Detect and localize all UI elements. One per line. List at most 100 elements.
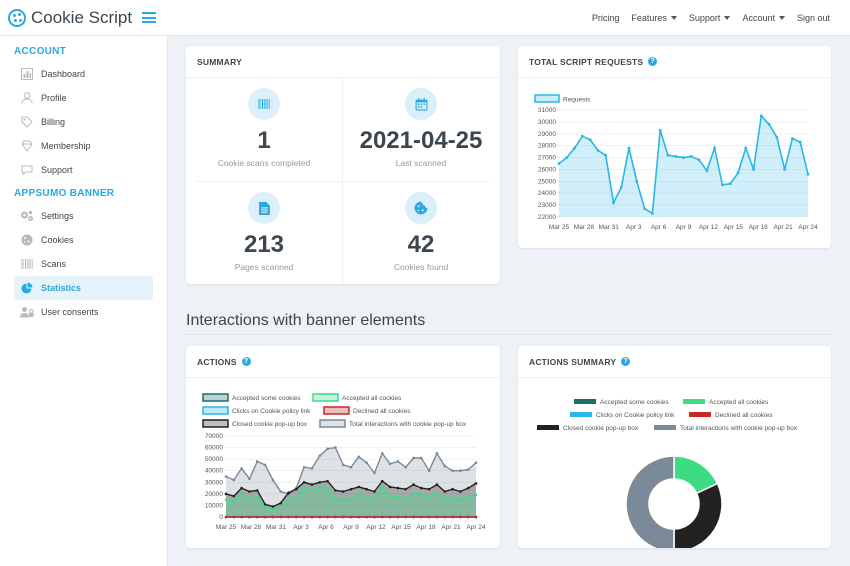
sidebar-item-scans[interactable]: Scans <box>14 252 153 276</box>
series-point <box>287 497 290 500</box>
requests-point <box>565 156 569 159</box>
sidebar-item-billing[interactable]: Billing <box>14 110 153 134</box>
series-point <box>224 498 228 501</box>
series-point <box>412 483 415 486</box>
help-icon[interactable]: ? <box>241 357 251 366</box>
series-point <box>248 477 251 481</box>
y-tick-label: 25000 <box>538 178 556 185</box>
nav-features[interactable]: Features <box>631 13 677 23</box>
series-point <box>466 468 470 471</box>
series-point <box>373 497 376 500</box>
help-icon[interactable]: ? <box>621 357 631 366</box>
series-point <box>388 485 392 489</box>
sidebar-item-profile[interactable]: Profile <box>14 86 153 110</box>
series-point <box>334 515 337 519</box>
series-point <box>451 487 454 491</box>
barcode-icon <box>248 88 280 120</box>
series-point <box>380 452 384 455</box>
x-tick-label: Apr 21 <box>441 524 461 531</box>
sidebar-item-support[interactable]: Support <box>14 158 153 182</box>
series-point <box>373 471 376 475</box>
menu-toggle-icon[interactable] <box>142 12 157 23</box>
y-tick-label: 29000 <box>538 131 556 138</box>
sidebar-item-cookies[interactable]: Cookies <box>14 228 153 252</box>
legend-swatch <box>202 419 229 428</box>
series-point <box>396 486 400 490</box>
series-point <box>459 469 462 473</box>
series-point <box>466 494 470 498</box>
x-tick-label: Apr 3 <box>293 524 309 531</box>
requests-point <box>791 137 794 140</box>
y-tick-label: 23000 <box>538 202 556 209</box>
summary-value: 42 <box>407 231 435 258</box>
series-point <box>427 469 431 473</box>
dashboard-icon <box>20 67 34 81</box>
requests-chart: 31000 30000 29000 28000 27000 26000 25000 24000… <box>534 94 818 231</box>
series-point <box>427 494 431 498</box>
series-point <box>420 515 423 519</box>
legend-label: Clicks on Cookie policy link <box>596 412 675 419</box>
series-point <box>271 478 275 482</box>
x-tick-label: Apr 6 <box>651 224 667 231</box>
requests-point <box>666 153 670 157</box>
actions-summary-title-text: ACTIONS SUMMARY <box>529 356 617 367</box>
series-point <box>404 497 407 500</box>
y-tick-label: 31000 <box>538 107 556 114</box>
series-point <box>459 515 462 519</box>
actions-summary-title: ACTIONS SUMMARY? <box>518 346 831 378</box>
series-point <box>255 460 259 463</box>
series-point <box>443 497 447 500</box>
summary-cookies-found: 42 Cookies found <box>343 182 499 284</box>
series-point <box>279 501 282 505</box>
series-point <box>349 497 353 500</box>
x-tick-label: Apr 9 <box>343 524 359 531</box>
requests-point <box>674 154 678 158</box>
actions-title-text: ACTIONS <box>197 356 237 367</box>
nav-support[interactable]: Support <box>689 13 731 23</box>
series-point <box>357 485 361 489</box>
sidebar-item-membership[interactable]: Membership <box>14 134 153 158</box>
series-point <box>349 487 353 491</box>
sidebar-item-statistics[interactable]: Statistics <box>14 276 153 300</box>
series-point <box>474 482 478 485</box>
nav-pricing[interactable]: Pricing <box>592 13 620 23</box>
series-point <box>427 487 431 491</box>
nav-account[interactable]: Account <box>742 13 785 23</box>
sidebar-item-dashboard[interactable]: Dashboard <box>14 62 153 86</box>
barcode-icon <box>20 257 34 271</box>
legend-label: Closed cookie pop-up box <box>563 425 639 432</box>
series-point <box>248 490 251 493</box>
brand[interactable]: Cookie Script <box>8 8 132 28</box>
sidebar-item-settings[interactable]: Settings <box>14 204 153 228</box>
y-tick-label: 40000 <box>205 468 223 475</box>
series-point <box>373 515 376 519</box>
summary-scans-completed: 1 Cookie scans completed <box>186 78 342 180</box>
legend-label: Declined all cookies <box>353 408 411 415</box>
series-point <box>443 464 447 468</box>
x-tick-label: Apr 12 <box>366 524 386 531</box>
requests-point <box>612 201 615 205</box>
x-tick-label: Apr 21 <box>774 224 794 231</box>
y-tick-label: 10000 <box>205 502 223 509</box>
nav-sign-out[interactable]: Sign out <box>797 13 830 23</box>
series-point <box>357 455 361 459</box>
series-point <box>443 490 447 493</box>
sidebar-item-label: Dashboard <box>41 69 86 79</box>
series-point <box>271 507 275 511</box>
requests-point <box>604 153 608 157</box>
legend-label: Declined all cookies <box>715 412 773 419</box>
series-point <box>310 515 314 519</box>
series-point <box>334 497 337 500</box>
help-icon[interactable]: ? <box>648 57 658 66</box>
series-point <box>388 494 392 498</box>
series-point <box>404 515 407 519</box>
series-point <box>412 456 415 460</box>
series-point <box>248 515 251 519</box>
chevron-down-icon <box>724 16 731 20</box>
requests-point <box>783 168 787 171</box>
series-point <box>310 483 314 486</box>
legend-label: Clicks on Cookie policy link <box>232 408 311 415</box>
sidebar-item-user-consents[interactable]: User consents <box>14 300 153 324</box>
series-point <box>334 446 337 449</box>
series-point <box>349 515 353 519</box>
